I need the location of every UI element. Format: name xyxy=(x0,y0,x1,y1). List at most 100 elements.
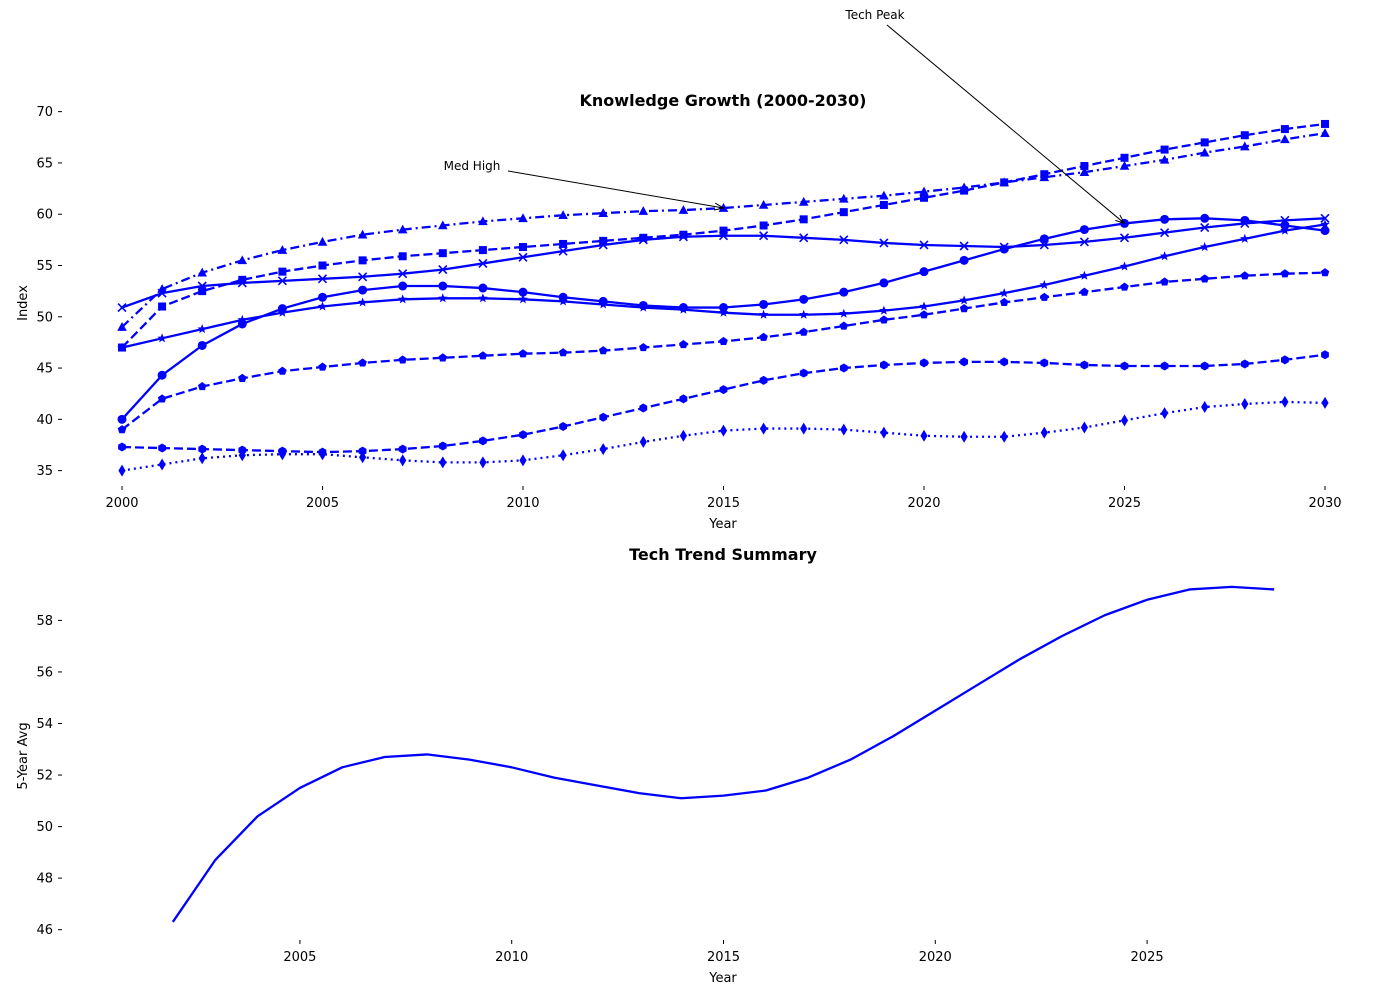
data-point-square xyxy=(318,261,327,270)
data-point-x xyxy=(1119,233,1130,243)
data-point-triangle xyxy=(1159,154,1170,164)
data-point-star xyxy=(117,342,127,352)
data-point-x xyxy=(839,235,849,245)
data-point-x xyxy=(718,231,729,241)
x-tick-label: 2020 xyxy=(919,950,952,965)
data-point-diamond xyxy=(880,426,888,439)
data-point-circle xyxy=(398,281,408,291)
data-point-hexagon xyxy=(1000,357,1009,367)
data-point-hexagon xyxy=(158,443,166,453)
data-point-pentagon xyxy=(398,355,407,364)
data-point-circle xyxy=(157,370,167,380)
data-point-diamond xyxy=(1040,426,1048,439)
data-point-star xyxy=(1159,251,1170,261)
data-point-star xyxy=(157,333,167,343)
data-point-pentagon xyxy=(1280,269,1290,278)
data-point-pentagon xyxy=(558,348,568,357)
x-tick-label: 2010 xyxy=(506,496,539,511)
data-point-pentagon xyxy=(1040,292,1049,301)
x-tick-label: 2030 xyxy=(1308,496,1341,511)
series-line xyxy=(121,353,1326,454)
data-point-square xyxy=(879,200,888,209)
data-point-diamond xyxy=(1080,421,1088,434)
data-point-x xyxy=(678,232,688,242)
data-point-star xyxy=(879,305,889,315)
data-point-triangle xyxy=(518,213,528,223)
data-point-hexagon xyxy=(1040,358,1049,368)
data-point-x xyxy=(1079,237,1089,247)
data-point-triangle xyxy=(1039,172,1050,182)
data-point-diamond xyxy=(519,454,527,467)
data-point-pentagon xyxy=(719,336,728,346)
data-point-pentagon xyxy=(438,353,448,362)
data-point-star xyxy=(798,309,809,319)
bottom-axes: 2005 2010 2015 2020 2025 46 48 50 52 54 56 58 xyxy=(36,614,1163,965)
data-point-triangle xyxy=(197,267,207,277)
data-point-star xyxy=(678,304,689,314)
data-point-pentagon xyxy=(197,382,207,391)
series-line xyxy=(121,223,1326,349)
data-point-x xyxy=(1160,228,1170,238)
data-point-diamond xyxy=(1321,396,1329,409)
data-point-triangle xyxy=(397,224,408,234)
data-point-triangle xyxy=(1280,134,1290,144)
data-point-pentagon xyxy=(238,373,247,382)
data-point-star xyxy=(397,294,408,304)
data-point-hexagon xyxy=(479,436,487,446)
data-point-pentagon xyxy=(318,362,327,371)
data-point-x xyxy=(759,231,769,241)
data-point-square xyxy=(1120,153,1129,162)
x-tick-label: 2010 xyxy=(495,950,528,965)
data-point-pentagon xyxy=(278,366,287,375)
x-tick-label: 2025 xyxy=(1131,950,1164,965)
data-point-x xyxy=(799,233,809,243)
data-point-diamond xyxy=(679,429,687,442)
data-point-triangle xyxy=(1079,167,1090,176)
data-point-x xyxy=(237,278,247,288)
data-point-triangle xyxy=(478,216,488,226)
y-tick-label: 35 xyxy=(36,464,53,479)
y-tick-label: 60 xyxy=(36,208,53,223)
data-point-x xyxy=(197,281,207,291)
data-point-diamond xyxy=(1241,397,1249,410)
data-point-pentagon xyxy=(598,346,608,355)
data-point-hexagon xyxy=(1281,355,1289,365)
data-point-x xyxy=(157,288,167,298)
data-point-square xyxy=(1321,119,1329,128)
data-point-circle xyxy=(197,340,207,350)
data-point-square xyxy=(238,275,247,284)
data-point-square xyxy=(198,287,207,296)
data-point-circle xyxy=(719,303,728,313)
data-point-hexagon xyxy=(1120,361,1129,371)
data-point-diamond xyxy=(1120,414,1129,427)
y-tick-label: 48 xyxy=(36,872,53,887)
data-point-hexagon xyxy=(198,444,207,454)
data-point-hexagon xyxy=(880,360,888,370)
data-point-triangle xyxy=(758,199,769,209)
data-point-x xyxy=(558,246,568,256)
data-point-square xyxy=(639,233,648,242)
data-point-pentagon xyxy=(679,339,688,349)
data-point-star xyxy=(317,301,328,311)
data-point-square xyxy=(438,249,447,258)
data-point-pentagon xyxy=(959,304,969,313)
x-tick-label: 2000 xyxy=(105,496,138,511)
data-point-square xyxy=(1200,138,1209,147)
data-point-x xyxy=(358,272,368,282)
data-point-star xyxy=(999,288,1009,298)
data-point-x xyxy=(117,302,127,313)
data-point-x xyxy=(879,238,889,248)
series-2 xyxy=(118,119,1329,352)
data-point-square xyxy=(1280,125,1289,134)
data-point-triangle xyxy=(999,177,1009,187)
data-point-square xyxy=(679,230,688,239)
data-point-diamond xyxy=(399,454,407,467)
data-point-pentagon xyxy=(1120,282,1129,291)
tech-trend-panel: Tech Trend Summary Year 5-Year Avg 2005 2… xyxy=(16,545,1275,986)
data-point-pentagon xyxy=(157,394,167,403)
data-point-square xyxy=(599,236,608,245)
series-line xyxy=(171,585,1275,923)
data-point-hexagon xyxy=(438,441,447,451)
